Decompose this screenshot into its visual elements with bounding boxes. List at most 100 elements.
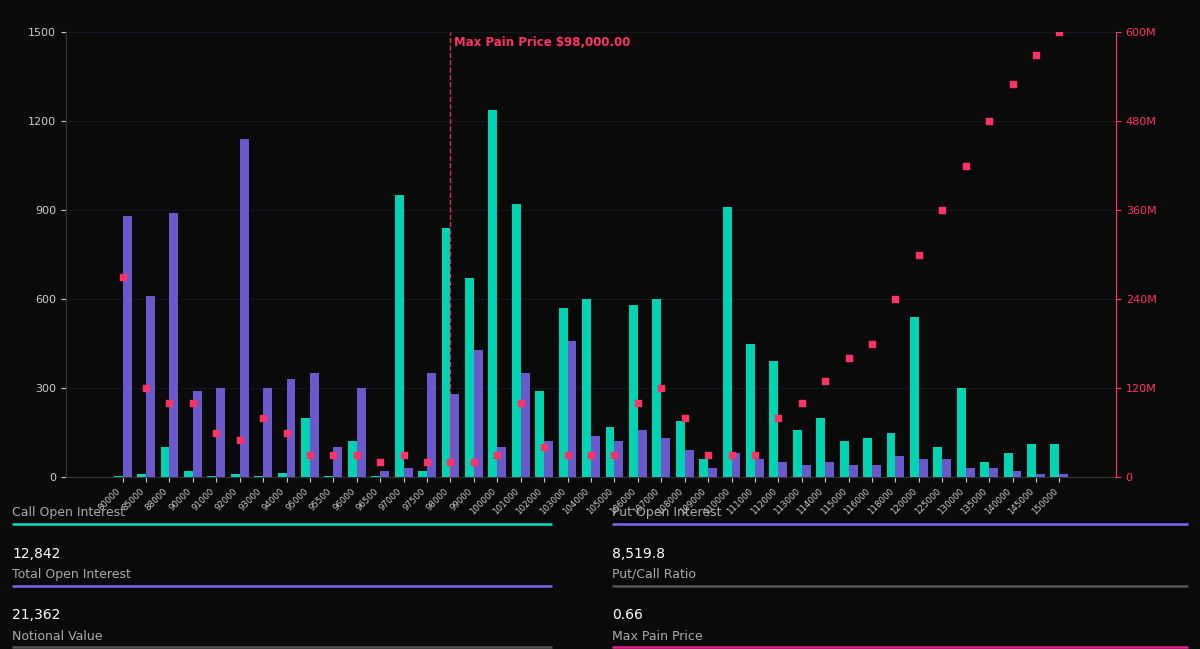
Bar [137, 474, 146, 477]
Bar [816, 418, 826, 477]
Point [1026, 49, 1045, 60]
Bar [466, 278, 474, 477]
Bar [629, 305, 638, 477]
Bar [1060, 474, 1068, 477]
Bar [848, 465, 858, 477]
Bar [488, 110, 497, 477]
Point [698, 450, 718, 460]
Bar [277, 472, 287, 477]
Point [745, 450, 764, 460]
Point [113, 272, 132, 282]
Text: Max Pain Price: Max Pain Price [612, 630, 703, 643]
Bar [474, 350, 482, 477]
Bar [380, 471, 389, 477]
Bar [450, 394, 460, 477]
Bar [934, 447, 942, 477]
Bar [722, 207, 732, 477]
Bar [240, 139, 248, 477]
Bar [582, 299, 590, 477]
Bar [169, 214, 179, 477]
Bar [708, 468, 716, 477]
Bar [535, 391, 544, 477]
Bar [863, 439, 872, 477]
Bar [301, 418, 310, 477]
Bar [956, 388, 966, 477]
Bar [802, 465, 811, 477]
Bar [356, 388, 366, 477]
Bar [826, 462, 834, 477]
Bar [919, 459, 928, 477]
Point [371, 457, 390, 467]
Bar [989, 468, 998, 477]
Text: Put/Call Ratio: Put/Call Ratio [612, 568, 696, 581]
Bar [592, 435, 600, 477]
Point [487, 450, 506, 460]
Bar [872, 465, 881, 477]
Bar [559, 308, 568, 477]
Point [347, 450, 366, 460]
Text: 12,842: 12,842 [12, 546, 60, 561]
Bar [895, 456, 905, 477]
Bar [700, 459, 708, 477]
Text: Call Open Interest: Call Open Interest [12, 506, 125, 519]
Text: 21,362: 21,362 [12, 609, 60, 622]
Point [629, 398, 648, 408]
Bar [1050, 445, 1060, 477]
Point [511, 398, 530, 408]
Bar [1013, 471, 1021, 477]
Bar [442, 228, 450, 477]
Point [534, 442, 553, 452]
Bar [497, 447, 506, 477]
Bar [1027, 445, 1036, 477]
Point [722, 450, 742, 460]
Bar [732, 453, 740, 477]
Bar [614, 441, 623, 477]
Point [464, 457, 484, 467]
Point [605, 450, 624, 460]
Point [137, 383, 156, 393]
Point [863, 338, 882, 349]
Bar [254, 476, 263, 477]
Point [769, 413, 788, 423]
Bar [568, 341, 576, 477]
Point [956, 160, 976, 171]
Bar [1003, 453, 1013, 477]
Bar [606, 426, 614, 477]
Text: Max Pain Price $98,000.00: Max Pain Price $98,000.00 [454, 36, 630, 49]
Point [230, 435, 250, 445]
Point [418, 457, 437, 467]
Bar [779, 462, 787, 477]
Legend: Calls, Puts, Total Intrinsic Value: Calls, Puts, Total Intrinsic Value [61, 0, 362, 4]
Bar [427, 373, 436, 477]
Text: 0.66: 0.66 [612, 609, 643, 622]
Bar [184, 471, 193, 477]
Point [582, 450, 601, 460]
Bar [769, 361, 779, 477]
Bar [966, 468, 974, 477]
Bar [371, 476, 380, 477]
Bar [676, 421, 685, 477]
Point [394, 450, 413, 460]
Point [839, 353, 858, 363]
Bar [746, 343, 755, 477]
Bar [910, 317, 919, 477]
Bar [661, 439, 670, 477]
Point [277, 427, 296, 437]
Bar [114, 476, 122, 477]
Bar [146, 296, 155, 477]
Bar [840, 441, 848, 477]
Bar [161, 447, 169, 477]
Bar [287, 379, 295, 477]
Bar [334, 447, 342, 477]
Bar [395, 195, 403, 477]
Bar [887, 432, 895, 477]
Bar [793, 430, 802, 477]
Bar [230, 474, 240, 477]
Bar [216, 388, 226, 477]
Point [253, 413, 272, 423]
Point [1050, 27, 1069, 38]
Point [558, 450, 577, 460]
Point [979, 116, 998, 127]
Point [792, 398, 811, 408]
Point [676, 413, 695, 423]
